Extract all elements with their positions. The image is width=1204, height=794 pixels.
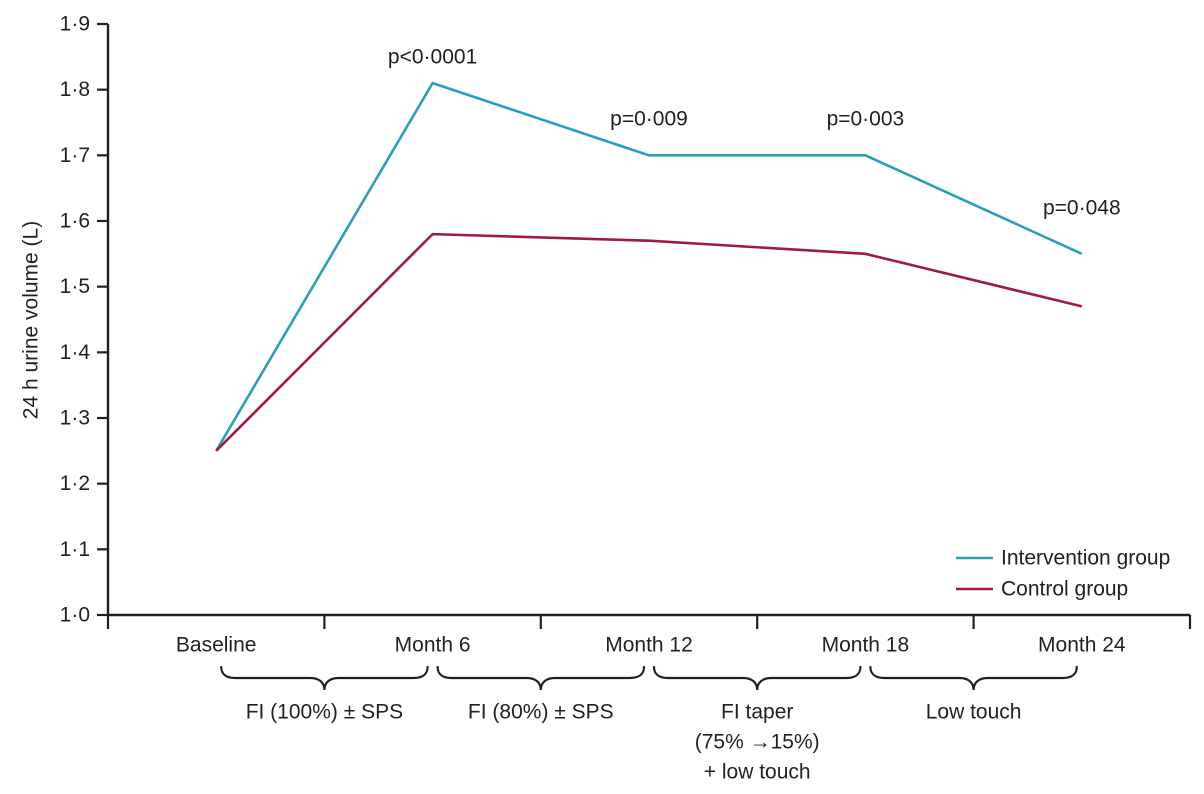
- y-tick-label: 1·9: [60, 13, 90, 36]
- phase-bracket-label: FI (80%) ± SPS: [468, 701, 614, 724]
- phase-bracket: [652, 665, 862, 691]
- x-category-label: Baseline: [176, 634, 257, 657]
- phase-bracket: [436, 665, 646, 691]
- legend-label: Control group: [1001, 578, 1128, 601]
- x-category-label: Month 24: [1038, 634, 1126, 657]
- y-axis-title: 24 h urine volume (L): [20, 221, 43, 419]
- phase-bracket-label: FI (100%) ± SPS: [246, 701, 403, 724]
- y-tick-label: 1·3: [60, 407, 90, 430]
- p-value-annotation: p=0·048: [1043, 196, 1121, 219]
- series-line-intervention-group: [215, 81, 1083, 452]
- phase-bracket: [869, 665, 1078, 691]
- x-category-label: Month 18: [822, 634, 910, 657]
- p-value-annotation: p=0·003: [827, 108, 905, 131]
- y-tick-label: 1·8: [60, 78, 90, 101]
- phase-bracket-label: Low touch: [926, 701, 1022, 724]
- p-value-annotation: p<0·0001: [388, 45, 477, 68]
- phase-bracket-label: (75% →15%): [695, 731, 820, 754]
- y-tick-label: 1·6: [60, 210, 90, 233]
- series-line-control-group: [215, 232, 1083, 452]
- x-category-label: Month 12: [605, 634, 693, 657]
- y-tick-label: 1·5: [60, 275, 90, 298]
- p-value-annotation: p=0·009: [610, 108, 688, 131]
- y-tick-label: 1·0: [60, 604, 90, 627]
- y-tick-label: 1·7: [60, 144, 90, 167]
- y-tick-label: 1·2: [60, 472, 90, 495]
- y-tick-label: 1·1: [60, 538, 90, 561]
- phase-bracket-label: FI taper: [721, 701, 793, 724]
- phase-bracket: [220, 665, 429, 691]
- legend-label: Intervention group: [1001, 547, 1170, 570]
- y-tick-label: 1·4: [60, 341, 91, 364]
- phase-bracket-label: + low touch: [704, 761, 811, 784]
- x-category-label: Month 6: [395, 634, 471, 657]
